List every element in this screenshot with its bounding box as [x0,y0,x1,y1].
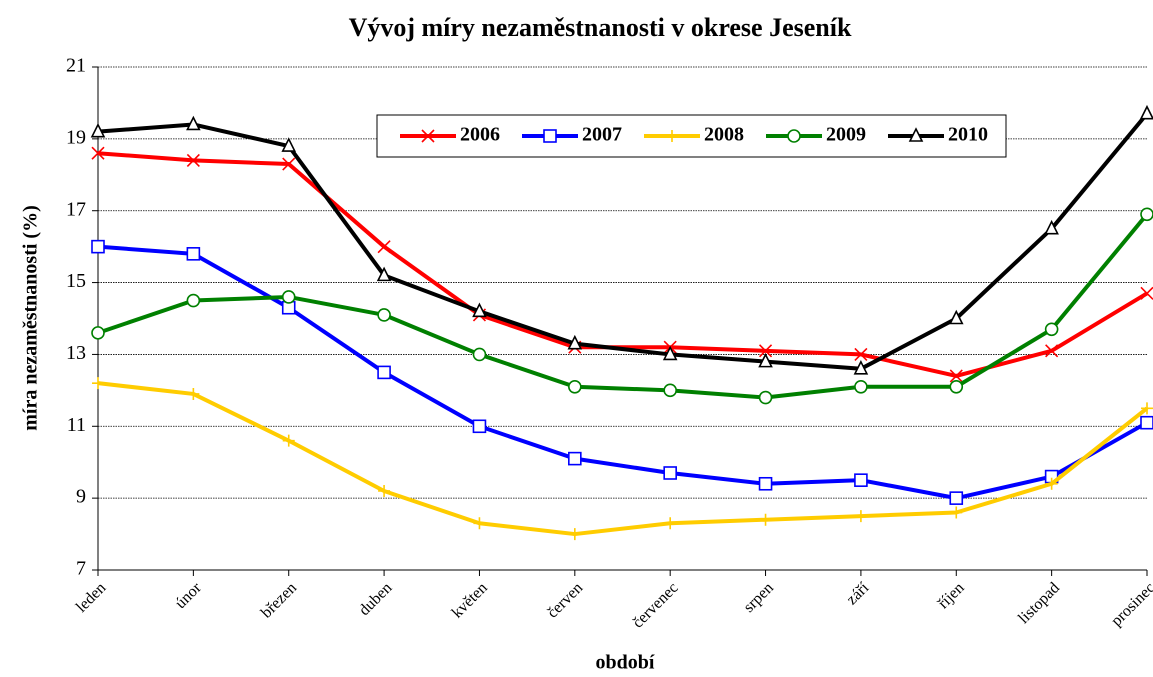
chart-title: Vývoj míry nezaměstnanosti v okrese Jese… [349,13,852,42]
marker [473,517,486,530]
x-tick-label: duben [356,579,396,619]
y-tick-label: 17 [66,198,86,220]
marker [666,130,678,142]
marker [1139,104,1153,120]
marker [758,352,773,368]
marker [853,360,869,375]
marker [787,129,801,143]
marker [854,473,868,487]
marker [91,146,105,160]
y-tick-label: 11 [67,414,86,436]
marker [472,302,487,318]
marker [758,344,773,358]
marker [663,383,677,398]
legend-label: 2006 [460,124,500,146]
marker [376,266,392,282]
marker [91,239,105,254]
marker [377,365,391,380]
marker [854,379,868,394]
marker [543,129,557,143]
series-line [97,112,1149,371]
x-tick-label: červen [544,579,586,621]
x-tick-label: září [843,579,872,608]
legend-label: 2010 [948,124,988,146]
y-tick-label: 21 [66,55,86,77]
marker [758,476,773,491]
marker [186,153,200,167]
marker [949,379,964,394]
marker [187,387,200,400]
x-tick-label: listopad [1015,579,1063,627]
marker [377,240,391,254]
x-tick-label: květen [449,579,491,621]
marker [568,528,581,541]
marker [568,451,582,466]
y-tick-label: 9 [76,486,86,508]
marker [282,157,296,171]
marker [186,247,201,261]
legend-label: 2009 [826,124,866,146]
x-tick-label: srpen [740,579,777,616]
marker [472,347,487,362]
series-line [97,151,1149,378]
marker [950,506,963,519]
marker [664,517,677,530]
x-axis-title: období [596,652,655,674]
marker [281,137,297,152]
marker [759,513,772,526]
marker [567,334,583,350]
marker [1044,219,1059,235]
marker [949,491,964,505]
marker [1044,322,1059,337]
x-tick-label: říjen [935,579,968,612]
marker [1140,286,1153,300]
marker [281,290,296,304]
marker [282,434,295,447]
x-tick-label: únor [172,579,205,612]
marker [854,510,867,523]
marker [758,390,773,405]
marker [908,127,924,142]
marker [1141,402,1153,415]
marker [378,484,391,497]
marker [186,115,201,131]
y-tick-label: 7 [76,558,86,580]
marker [90,122,106,138]
marker [949,369,963,383]
x-tick-label: červenec [629,579,681,631]
x-tick-label: prosinec [1108,579,1153,629]
y-tick-label: 19 [66,126,86,148]
marker [186,293,201,308]
marker [1140,415,1153,430]
marker [92,377,104,390]
series-line [97,381,1149,537]
y-tick-label: 15 [66,270,86,292]
marker [568,379,582,394]
marker [1140,207,1153,222]
marker [1045,344,1059,358]
x-tick-label: březen [258,579,300,621]
series-line [97,213,1149,400]
y-axis-title: míra nezaměstnanosti (%) [20,205,42,431]
legend-label: 2008 [704,124,744,146]
marker [377,308,391,322]
marker [91,326,105,340]
y-tick-label: 13 [66,342,86,364]
marker [663,466,677,480]
legend: 2006 2007 2008 2009 2010 [376,114,1007,158]
marker [421,129,435,143]
marker [948,309,964,325]
marker [472,419,487,434]
x-tick-label: leden [73,579,110,616]
marker [854,347,868,361]
marker [662,345,678,361]
legend-label: 2007 [582,124,622,146]
marker [1045,477,1058,490]
